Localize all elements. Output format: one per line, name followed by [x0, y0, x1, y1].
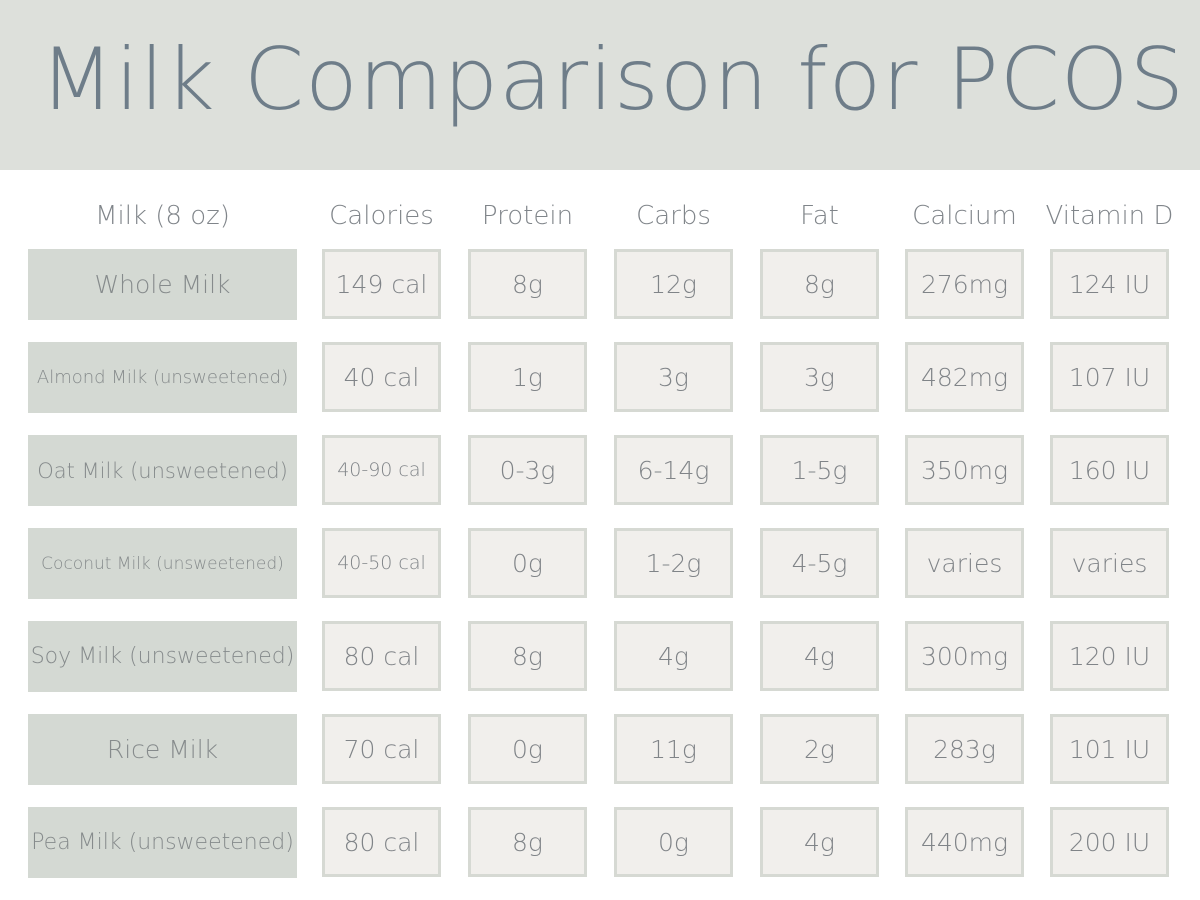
cell-calories: 40-50 cal [322, 528, 441, 598]
cell-calories: 80 cal [322, 807, 441, 877]
cell-carbs: 6-14g [614, 435, 733, 505]
cell-vitamin-d: 160 IU [1050, 435, 1169, 505]
cell-protein: 0g [468, 714, 587, 784]
cell-calories: 40 cal [322, 342, 441, 412]
cell-vitamin-d: 200 IU [1050, 807, 1169, 877]
cell-carbs: 3g [614, 342, 733, 412]
cell-calories: 149 cal [322, 249, 441, 319]
cell-vitamin-d: varies [1050, 528, 1169, 598]
cell-calories: 40-90 cal [322, 435, 441, 505]
column-header-calories: Calories [329, 201, 434, 231]
column-header-calcium: Calcium [912, 201, 1017, 231]
cell-calcium: 276mg [905, 249, 1024, 319]
cell-fat: 4g [760, 807, 879, 877]
cell-calcium: 283g [905, 714, 1024, 784]
cell-calcium: 482mg [905, 342, 1024, 412]
column-header-carbs: Carbs [636, 201, 711, 231]
column-header-fat: Fat [800, 201, 839, 231]
cell-fat: 4g [760, 621, 879, 691]
row-label: Almond Milk (unsweetened) [28, 342, 297, 413]
cell-carbs: 1-2g [614, 528, 733, 598]
cell-protein: 8g [468, 807, 587, 877]
title-banner [0, 0, 1200, 170]
cell-fat: 4-5g [760, 528, 879, 598]
cell-carbs: 0g [614, 807, 733, 877]
cell-calcium: 300mg [905, 621, 1024, 691]
row-label: Coconut Milk (unsweetened) [28, 528, 297, 599]
cell-protein: 1g [468, 342, 587, 412]
column-header-milk: Milk (8 oz) [95, 201, 230, 231]
cell-fat: 2g [760, 714, 879, 784]
cell-fat: 1-5g [760, 435, 879, 505]
row-label: Oat Milk (unsweetened) [28, 435, 297, 506]
cell-calories: 70 cal [322, 714, 441, 784]
cell-fat: 8g [760, 249, 879, 319]
cell-protein: 8g [468, 249, 587, 319]
column-header-protein: Protein [481, 201, 574, 231]
column-header-vitamin-d: Vitamin D [1045, 201, 1174, 231]
cell-carbs: 11g [614, 714, 733, 784]
cell-protein: 8g [468, 621, 587, 691]
cell-vitamin-d: 124 IU [1050, 249, 1169, 319]
row-label: Soy Milk (unsweetened) [28, 621, 297, 692]
cell-carbs: 12g [614, 249, 733, 319]
cell-calcium: varies [905, 528, 1024, 598]
row-label: Rice Milk [28, 714, 297, 785]
cell-carbs: 4g [614, 621, 733, 691]
cell-protein: 0g [468, 528, 587, 598]
cell-vitamin-d: 101 IU [1050, 714, 1169, 784]
cell-calcium: 440mg [905, 807, 1024, 877]
cell-fat: 3g [760, 342, 879, 412]
page-title: Milk Comparison for PCOS [39, 30, 1186, 130]
cell-vitamin-d: 107 IU [1050, 342, 1169, 412]
row-label: Whole Milk [28, 249, 297, 320]
row-label: Pea Milk (unsweetened) [28, 807, 297, 878]
cell-vitamin-d: 120 IU [1050, 621, 1169, 691]
cell-calories: 80 cal [322, 621, 441, 691]
cell-calcium: 350mg [905, 435, 1024, 505]
cell-protein: 0-3g [468, 435, 587, 505]
